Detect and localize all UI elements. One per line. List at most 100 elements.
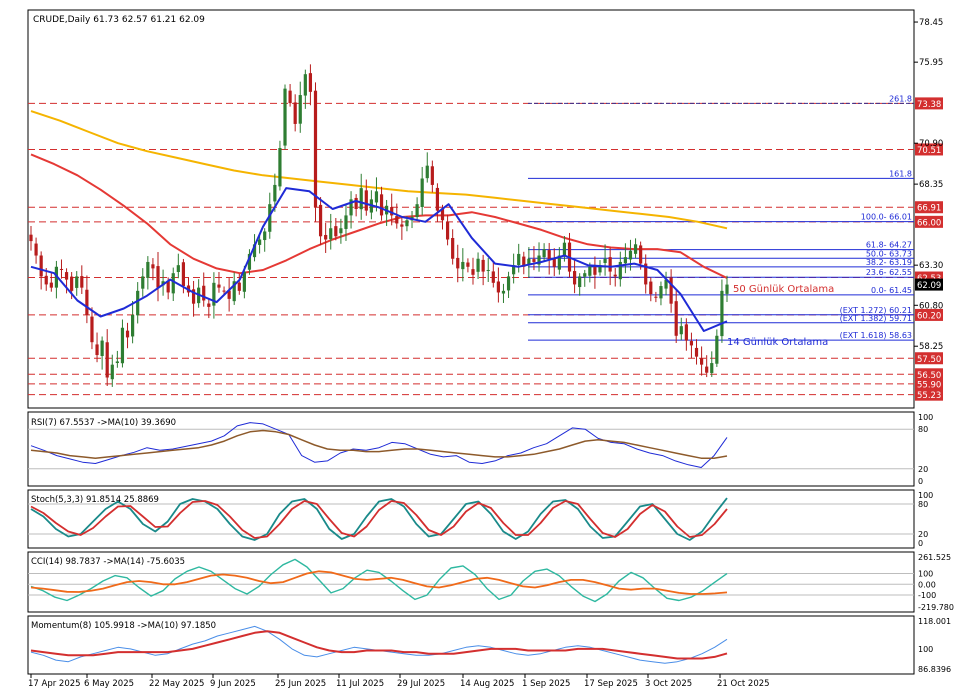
candle-body — [324, 234, 328, 240]
x-tick-label: 3 Oct 2025 — [645, 679, 692, 689]
cci-panel[interactable] — [27, 551, 915, 613]
price-level-badge — [915, 388, 943, 401]
candle-body — [207, 303, 211, 307]
candle-body — [425, 165, 429, 179]
y-tick-label: 78.45 — [919, 18, 943, 28]
indicator-series-line — [30, 630, 728, 660]
y-tick-label: 58.25 — [919, 342, 943, 352]
fib-level-label: 261.8 — [889, 94, 912, 103]
indicator-y-label: 0 — [918, 539, 923, 548]
candle-body — [339, 228, 343, 234]
y-tick-label: 60.80 — [919, 301, 943, 311]
candle-body — [344, 215, 348, 229]
price-level-badge — [915, 377, 943, 390]
fib-level-label: 161.8 — [889, 169, 912, 178]
candle-body — [39, 255, 43, 277]
candle-body — [689, 341, 694, 346]
candle-body — [110, 364, 114, 380]
candle-body — [705, 366, 709, 373]
candle-body — [212, 282, 216, 306]
candle-body — [659, 286, 663, 299]
candle-body — [390, 207, 394, 216]
candle-body — [379, 194, 384, 216]
candle-body — [517, 253, 521, 265]
candle-body — [34, 243, 38, 256]
fib-level-label: (EXT 1.272) 60.21 — [840, 306, 912, 315]
candle-body — [481, 259, 485, 272]
candle-body — [486, 269, 490, 271]
candle-body — [308, 73, 313, 92]
candle-body — [435, 187, 440, 211]
candle-body — [572, 271, 577, 285]
candle-body — [506, 276, 511, 291]
stoch-panel[interactable] — [27, 489, 915, 549]
candle-body — [451, 237, 455, 259]
indicator-y-label: -100 — [918, 591, 936, 600]
ema200-line — [30, 110, 728, 230]
candle-body — [115, 361, 119, 364]
indicator-y-label: 100 — [918, 645, 933, 654]
price-level-badge — [915, 215, 943, 228]
y-tick-label: 63.30 — [919, 261, 943, 271]
candle-body — [273, 184, 277, 202]
indicator-y-label: 100 — [918, 491, 933, 500]
y-tick-label: 70.90 — [919, 139, 943, 149]
rsi-panel[interactable] — [27, 411, 915, 487]
candle-body — [166, 280, 170, 293]
candle-body — [496, 281, 500, 293]
candle-body — [80, 276, 84, 288]
candle-body — [171, 273, 175, 294]
chart-header: CRUDE,Daily 61.73 62.57 61.21 62.09 — [33, 15, 205, 25]
price-level-label: 56.50 — [917, 371, 941, 381]
y-tick-label: 75.95 — [919, 58, 943, 68]
candle-body — [501, 290, 506, 294]
fib-level-label: 50.0- 63.73 — [866, 249, 912, 258]
candle-body — [710, 363, 714, 373]
candle-body — [136, 290, 140, 316]
ann-14-gunluk: 14 Günlük Ortalama — [727, 337, 828, 348]
candle-body — [364, 190, 368, 211]
candle-body — [232, 281, 236, 302]
candle-body — [191, 289, 196, 304]
candle-body — [75, 276, 79, 288]
candle-body — [141, 276, 145, 289]
candle-body — [359, 188, 363, 210]
candle-body — [512, 265, 516, 275]
fib-level-label: (EXT 1.618) 58.63 — [840, 331, 912, 340]
stoch-label: Stoch(5,3,3) 91.8514 25.8869 — [31, 495, 159, 505]
candle-body — [202, 285, 206, 301]
indicator-series-line — [30, 422, 728, 468]
fib-level-label: 0.0- 61.45 — [871, 286, 912, 295]
indicator-y-label: 100 — [918, 569, 933, 578]
candle-body — [420, 178, 424, 208]
candle-body — [125, 330, 130, 338]
x-tick-label: 21 Oct 2025 — [717, 679, 770, 689]
candle-body — [557, 255, 561, 270]
candle-body — [679, 326, 683, 335]
price-level-badge — [915, 308, 943, 321]
fib-level-label: 61.8- 64.27 — [866, 241, 912, 250]
indicator-series-line — [30, 500, 728, 539]
candle-body — [400, 224, 404, 227]
price-level-label: 55.23 — [917, 391, 941, 401]
candle-body — [633, 244, 638, 254]
candle-body — [85, 289, 89, 315]
momentum-panel[interactable] — [27, 615, 915, 675]
indicator-y-label: 80 — [918, 500, 928, 509]
candle-body — [151, 264, 155, 269]
x-tick-label: 25 Jun 2025 — [275, 679, 326, 689]
candle-body — [64, 272, 69, 280]
y-tick-label: 68.35 — [919, 180, 943, 190]
candle-body — [476, 258, 480, 272]
current-price-label: 62.09 — [917, 281, 941, 291]
candle-body — [608, 257, 612, 272]
candle-body — [237, 282, 241, 291]
candle-body — [527, 258, 531, 265]
x-tick-label: 22 May 2025 — [149, 679, 204, 689]
current-price-badge — [915, 278, 943, 291]
price-panel[interactable] — [27, 9, 915, 409]
candle-body — [95, 344, 99, 356]
candle-body — [318, 204, 323, 237]
indicator-y-label: -219.780 — [918, 603, 954, 612]
candle-body — [242, 271, 246, 292]
